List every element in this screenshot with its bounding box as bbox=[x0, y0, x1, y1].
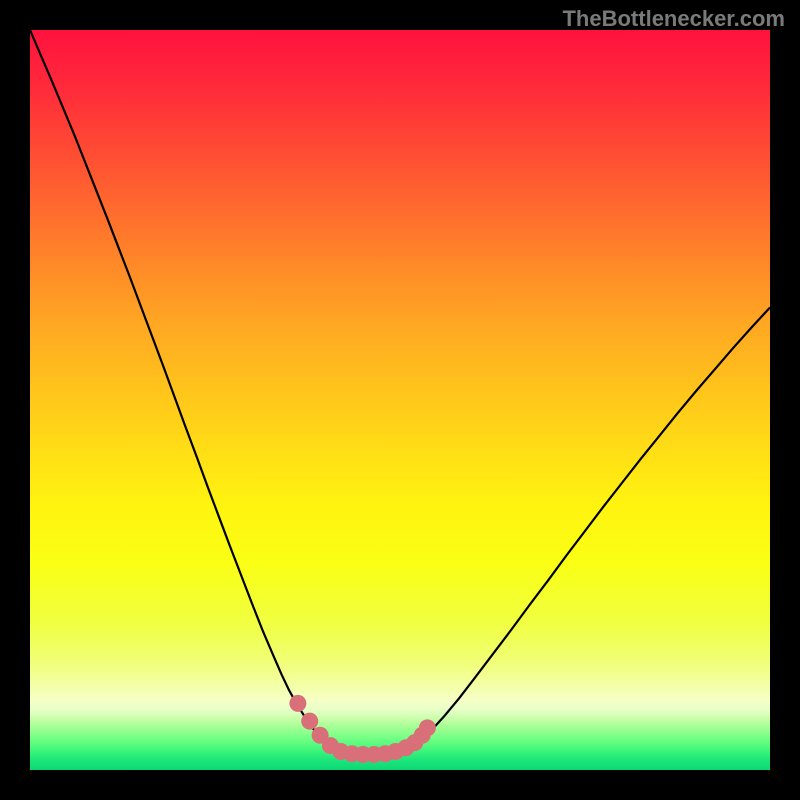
marker-point bbox=[301, 713, 318, 730]
gradient-background bbox=[30, 30, 770, 770]
watermark-label: TheBottlenecker.com bbox=[562, 6, 785, 32]
marker-point bbox=[289, 695, 306, 712]
chart-frame: TheBottlenecker.com bbox=[0, 0, 800, 800]
marker-point bbox=[419, 719, 436, 736]
bottleneck-chart bbox=[30, 30, 770, 770]
